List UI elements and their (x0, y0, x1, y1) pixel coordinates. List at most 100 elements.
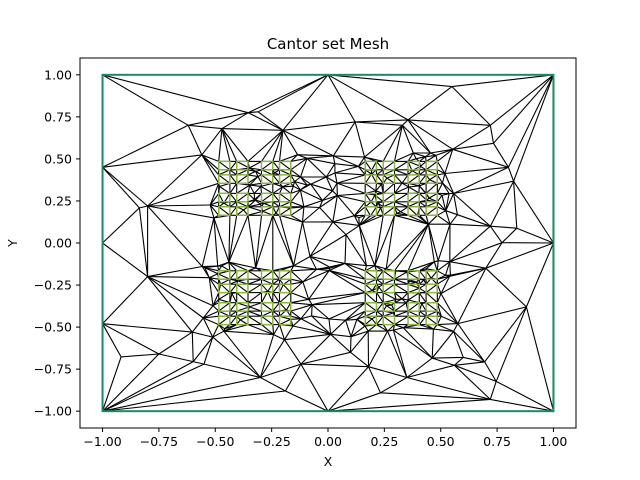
mesh-edge (507, 167, 515, 182)
mesh-edge (490, 398, 554, 412)
mesh-edge (333, 155, 359, 167)
mesh-edge (431, 329, 434, 359)
mesh-edge (513, 181, 518, 229)
x-axis-ticks: −1.00 −0.75 −0.50 −0.25 0.00 0.25 0.50 0.75 1.00 (83, 428, 567, 449)
mesh-edge (223, 330, 261, 378)
mesh-edge (425, 270, 432, 279)
mesh-edge (376, 315, 384, 325)
cantor-hole (260, 302, 274, 312)
mesh-edge (419, 182, 427, 187)
cantor-hole (407, 174, 421, 184)
mesh-edge (309, 221, 334, 257)
mesh-edge (394, 174, 403, 184)
cantor-hole (382, 283, 396, 294)
mesh-edge (325, 163, 336, 178)
mesh-edge (278, 324, 286, 340)
mesh-edge (247, 184, 251, 194)
mesh-edge (400, 206, 409, 213)
mesh-edge (294, 176, 301, 182)
mesh-edge (438, 260, 450, 263)
mesh-edge (386, 177, 395, 184)
mesh-edge (210, 201, 219, 206)
mesh-edge (436, 293, 442, 303)
mesh-edge (403, 327, 434, 330)
cantor-hole (382, 206, 396, 216)
mesh-edge (453, 331, 464, 358)
mesh-edge (425, 283, 438, 294)
cantor-hole (407, 315, 421, 326)
mesh-edge (380, 392, 491, 400)
mesh-edge (407, 223, 429, 272)
chart-title: Cantor set Mesh (267, 35, 389, 53)
mesh-edge (255, 215, 274, 269)
mesh-edge (425, 182, 438, 194)
mesh-edge (328, 262, 346, 272)
mesh-edge (387, 330, 408, 378)
mesh-edge (413, 152, 426, 158)
mesh-edge (377, 201, 384, 204)
mesh-edge (290, 189, 301, 203)
y-tick-label: 0.25 (44, 193, 72, 208)
mesh-edge (368, 366, 408, 379)
mesh-edge (344, 262, 366, 280)
mesh-edge (525, 242, 555, 308)
mesh-edge (330, 319, 346, 335)
mesh-edge (247, 112, 284, 131)
mesh-edge (393, 292, 397, 300)
mesh-edge (449, 267, 486, 277)
x-tick-label: 0.75 (483, 434, 511, 449)
mesh-edge (436, 161, 446, 174)
mesh-edge (302, 268, 317, 283)
mesh-edge (433, 328, 454, 332)
mesh-edge (452, 148, 509, 168)
mesh-edge (292, 325, 331, 335)
mesh-edge (229, 206, 238, 216)
cantor-hole (260, 160, 274, 171)
mesh-edge (371, 318, 377, 325)
mesh-edge (350, 325, 366, 338)
mesh-edge (224, 324, 237, 330)
x-tick-label: −0.75 (140, 434, 178, 449)
mesh-edge (260, 185, 274, 194)
mesh-edge (217, 273, 231, 280)
cantor-hole (364, 315, 378, 326)
y-tick-label: −0.25 (34, 278, 72, 293)
mesh-edge (364, 201, 372, 208)
mesh-edge (449, 242, 503, 263)
mesh-edge (337, 194, 366, 203)
mesh-edge (370, 194, 376, 203)
mesh-edge (333, 155, 365, 158)
mesh-edge (453, 193, 491, 227)
mesh-edge (436, 302, 459, 324)
mesh-edge (345, 310, 366, 321)
mesh-edge (425, 310, 438, 317)
mesh-edge (221, 128, 238, 162)
mesh-edge (236, 283, 249, 294)
mesh-edge (102, 361, 194, 412)
mesh-edge (247, 203, 261, 208)
mesh-edge (393, 125, 403, 162)
mesh-edge (457, 214, 491, 227)
mesh-edge (247, 210, 263, 216)
mesh-edge (290, 206, 305, 216)
mesh-edge (430, 270, 438, 279)
mesh-edge (425, 261, 435, 270)
mesh-edge (401, 174, 409, 184)
mesh-edge (382, 192, 395, 203)
mesh-edge (425, 315, 438, 326)
mesh-edge (364, 302, 377, 312)
cantor-hole (278, 283, 292, 294)
y-tick-label: 0.50 (44, 151, 72, 166)
mesh-edge (231, 292, 237, 295)
mesh-edge (436, 195, 443, 203)
cantor-hole (364, 270, 378, 280)
mesh-edge (394, 302, 407, 312)
mesh-edge (445, 193, 455, 211)
mesh-edge (272, 283, 280, 293)
mesh-edge (513, 74, 555, 182)
mesh-edge (370, 206, 377, 217)
cantor-hole (217, 302, 231, 312)
mesh-edge (364, 156, 384, 162)
mesh-edge (290, 292, 309, 300)
mesh-edge (436, 174, 443, 184)
